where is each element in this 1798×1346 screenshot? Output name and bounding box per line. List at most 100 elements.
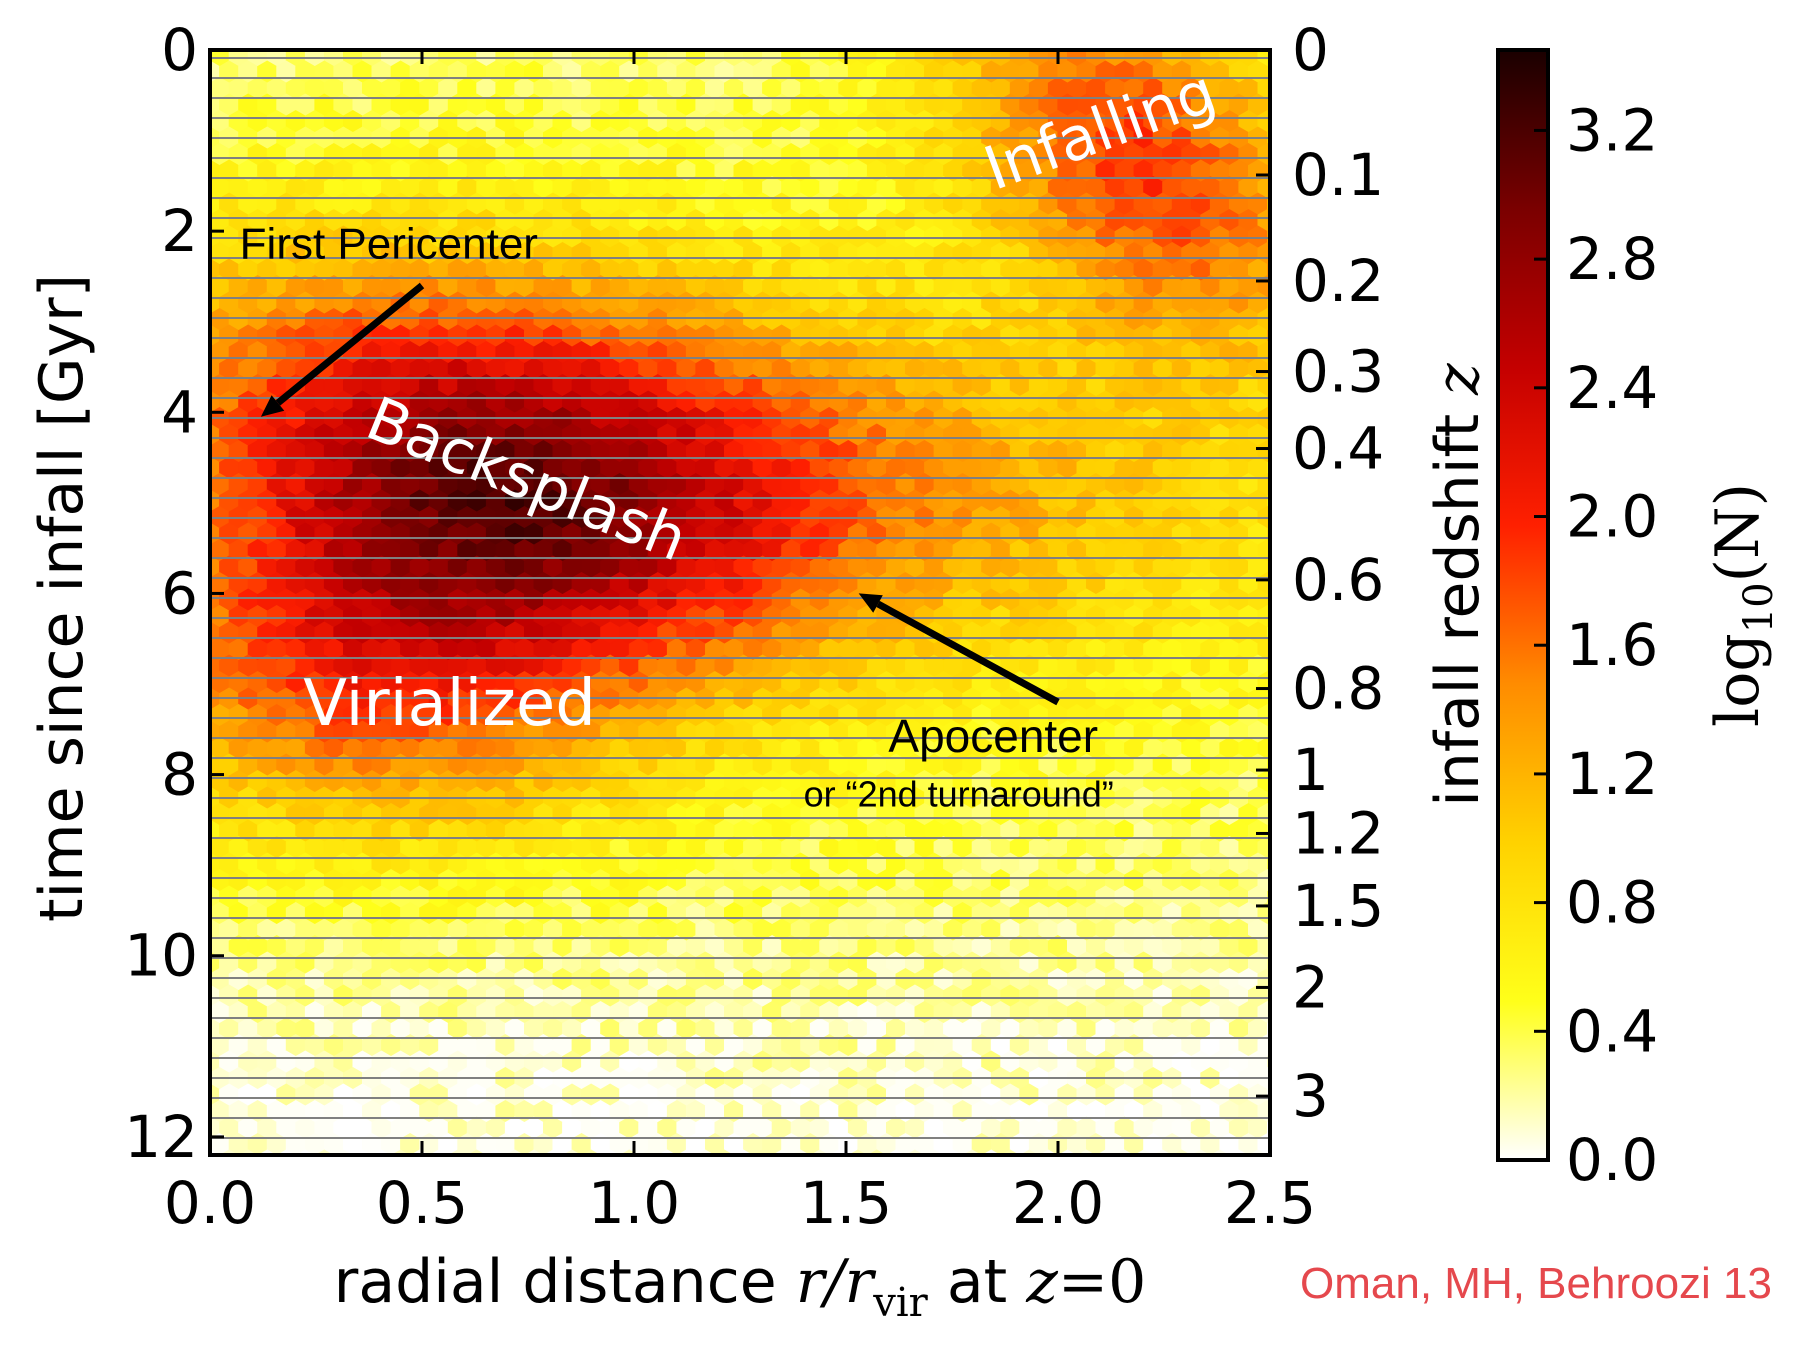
hexbin-cell xyxy=(210,478,211,491)
hexbin-cell xyxy=(590,50,592,51)
colorbar-tick-label: 1.2 xyxy=(1566,740,1658,808)
hexbin-cell xyxy=(1142,50,1145,51)
right-axis-title-z: z xyxy=(1423,363,1493,396)
hexbin-cell xyxy=(181,820,200,842)
colorbar-title-sub: 10 xyxy=(1736,582,1782,633)
hexbin-cell xyxy=(210,676,211,689)
hexbin-cell xyxy=(761,50,764,51)
colorbar-tick-label: 1.6 xyxy=(1566,611,1658,679)
hexbin-cell xyxy=(533,50,535,51)
hexbin-cell xyxy=(181,358,200,380)
hexbin-cell xyxy=(1123,50,1126,51)
hexbin-cell xyxy=(266,50,268,51)
hexbin-cell xyxy=(181,1051,200,1073)
hexbin-cell xyxy=(799,50,802,51)
y-tick-label: 6 xyxy=(161,559,198,627)
hexbin-cell xyxy=(857,50,859,51)
right-tick-label: 0 xyxy=(1292,16,1329,84)
hexbin-cell xyxy=(399,50,402,51)
hexbin-cell xyxy=(181,523,200,545)
hexbin-cell xyxy=(647,50,649,51)
hexbin-cell xyxy=(971,50,973,51)
hexbin-cell xyxy=(1028,50,1031,51)
right-axis-title-text: infall redshift xyxy=(1423,414,1493,807)
hexbin-cell xyxy=(1104,50,1107,51)
hexbin-cell xyxy=(210,544,211,557)
colorbar-tick-label: 2.0 xyxy=(1566,483,1658,551)
hexbin-cell xyxy=(990,50,992,51)
hexbin-cell xyxy=(210,280,211,293)
hexbin-cell xyxy=(181,655,200,677)
hexbin-cell xyxy=(723,50,726,51)
hexbin-cell xyxy=(685,50,688,51)
hexbin-cell xyxy=(210,643,211,656)
hexbin-cell xyxy=(475,50,478,51)
x-axis-title-sub: vir xyxy=(872,1280,928,1326)
colorbar-tick-label: 3.2 xyxy=(1566,96,1658,164)
hexbin-cell xyxy=(342,50,345,51)
hexbin-cell xyxy=(304,50,307,51)
hexbin-cell xyxy=(1277,210,1296,232)
hexbin-cell xyxy=(666,50,669,51)
hexbin-cell xyxy=(1257,50,1259,51)
hexbin-cell xyxy=(181,94,200,116)
hexbin-cell xyxy=(181,1018,200,1040)
hexbin-cell xyxy=(418,50,421,51)
colorbar-ticks: 0.0 0.4 0.8 1.2 1.6 2.0 2.4 2.8 3.2 xyxy=(1534,96,1658,1194)
colorbar-tick-label: 2.8 xyxy=(1566,225,1658,293)
y-tick-label: 12 xyxy=(124,1103,198,1171)
x-axis-title-math: r/r xyxy=(796,1247,877,1317)
right-tick-label: 0.6 xyxy=(1292,546,1384,614)
hexbin-cell xyxy=(952,50,954,51)
hexbin-cell xyxy=(181,160,200,182)
right-axis-ticks: 0 0.1 0.2 0.3 0.4 0.6 0.8 11.21.5 2 3 xyxy=(1256,16,1384,1130)
colorbar-tick-label: 0.4 xyxy=(1566,997,1658,1065)
hexbin-cell xyxy=(837,50,840,51)
y-tick-label: 2 xyxy=(161,197,198,265)
hexbin-cell xyxy=(628,50,630,51)
hexbin-cell xyxy=(456,50,459,51)
hexbin-cell xyxy=(742,50,745,51)
hexbin-cell xyxy=(1267,28,1286,50)
x-axis-title-eq: =0 xyxy=(1058,1247,1146,1317)
hexbin-cell xyxy=(181,127,200,149)
hexbin-cell xyxy=(210,841,211,854)
y-tick-label: 10 xyxy=(124,922,198,990)
x-tick-label: 1.0 xyxy=(588,1169,680,1237)
hexbin-cell xyxy=(876,50,878,51)
hexbin-cell xyxy=(361,50,364,51)
y-tick-label: 4 xyxy=(161,378,198,446)
right-tick-label: 2 xyxy=(1292,953,1329,1021)
hexbin-cell xyxy=(210,148,211,161)
hexbin-cell xyxy=(1161,50,1164,51)
annotation-label: Virialized xyxy=(303,667,596,741)
hexbin-cell xyxy=(514,50,516,51)
hexbin-cell xyxy=(437,50,440,51)
hexbin-cell xyxy=(1085,50,1088,51)
hexbin-cell xyxy=(914,50,916,51)
x-axis-title-z: z xyxy=(1025,1247,1058,1317)
hexbin-cell xyxy=(1219,50,1221,51)
hexbin-cell xyxy=(1238,50,1240,51)
x-axis-title: radial distance r/rvir at z=0 xyxy=(334,1247,1147,1326)
right-tick-label: 3 xyxy=(1292,1062,1329,1130)
y-tick-label: 0 xyxy=(161,16,198,84)
hexbin-cell xyxy=(210,181,211,194)
right-tick-label: 0.2 xyxy=(1292,247,1384,315)
colorbar-title-log: log xyxy=(1703,633,1773,727)
hexbin-cell xyxy=(285,50,287,51)
hexbin-cell xyxy=(181,853,200,875)
hexbin-cell xyxy=(1277,111,1296,133)
right-tick-label: 1 xyxy=(1292,736,1329,804)
hexbin-cell xyxy=(210,115,211,128)
annotation-label: or “2nd turnaround” xyxy=(804,773,1114,814)
colorbar xyxy=(1496,48,1550,1162)
colorbar-tick-label: 2.4 xyxy=(1566,354,1658,422)
hexbin-cell xyxy=(181,325,200,347)
hexbin-cell xyxy=(1277,1134,1296,1156)
hexbin-cell xyxy=(181,688,200,710)
hexbin-cell xyxy=(1009,50,1011,51)
hexbin-cell xyxy=(210,1072,211,1085)
right-tick-label: 0.3 xyxy=(1292,338,1384,406)
right-tick-label: 1.5 xyxy=(1292,872,1384,940)
